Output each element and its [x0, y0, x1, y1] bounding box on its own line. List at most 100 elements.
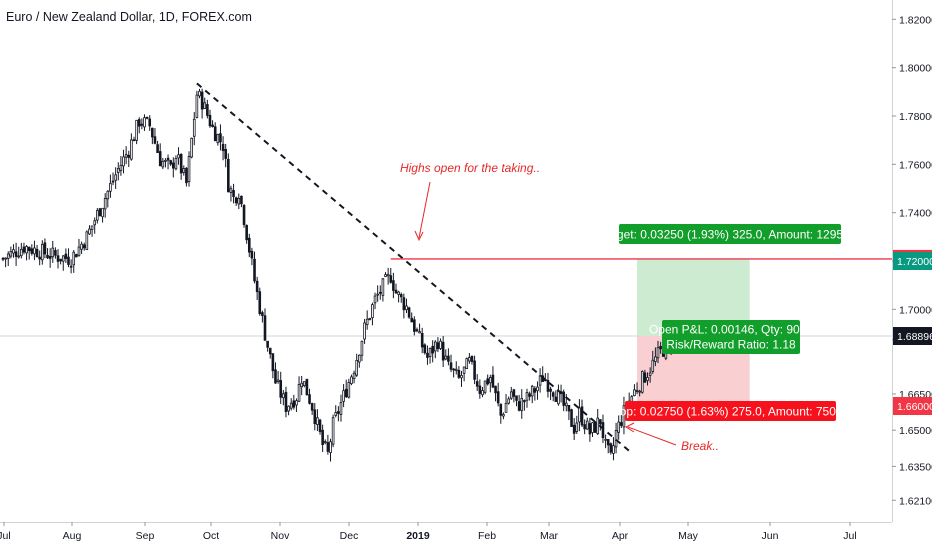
x-tick-label: Jun	[762, 530, 779, 542]
candle	[323, 439, 327, 445]
open-pl-label[interactable]: Open P&L: 0.00146, Qty: 9090 Risk/Reward…	[649, 320, 813, 354]
candle	[276, 370, 280, 384]
candle	[507, 396, 510, 405]
target-label-text: Target: 0.03250 (1.93%) 325.0, Amount: 1…	[600, 228, 860, 242]
candle	[295, 398, 298, 412]
candle	[572, 417, 576, 441]
y-tick-label: 1.65000	[899, 425, 932, 437]
candle	[588, 417, 592, 442]
open-pl-text: Open P&L: 0.00146, Qty: 9090	[649, 323, 813, 337]
x-tick-label: Jul	[0, 530, 11, 542]
target-label-bg	[619, 224, 841, 244]
candle	[156, 140, 159, 154]
candle	[109, 174, 112, 198]
candle	[525, 388, 529, 408]
stop-label-bg	[625, 401, 836, 421]
candle	[35, 244, 39, 258]
x-tick-label: Apr	[612, 530, 629, 542]
time-axis[interactable]: Jul Aug Sep Oct Nov Dec 2019 Feb Mar Apr May Jun Jul	[0, 522, 857, 542]
candle	[509, 386, 513, 401]
candle	[321, 424, 324, 453]
candle	[562, 389, 565, 412]
price-tag: 1.66000	[893, 397, 932, 415]
y-tick-label: 1.63500	[899, 461, 932, 473]
annotation-break-text: Break..	[681, 439, 719, 453]
candle	[227, 153, 230, 193]
candle	[310, 402, 314, 415]
candle	[570, 408, 573, 427]
candle	[567, 404, 571, 421]
candle	[504, 394, 508, 413]
candle	[137, 117, 141, 134]
candle	[177, 147, 180, 165]
candle	[182, 165, 186, 176]
candle	[263, 308, 267, 341]
candle	[88, 225, 91, 235]
candle	[253, 251, 256, 284]
x-tick-label: May	[678, 530, 699, 542]
y-tick-label: 1.70000	[899, 304, 932, 316]
candle	[103, 193, 107, 218]
candle	[633, 384, 636, 397]
candle	[6, 251, 10, 267]
candle	[486, 374, 489, 386]
candle	[423, 343, 427, 355]
candle	[258, 287, 262, 316]
candle	[549, 386, 552, 401]
candle	[612, 437, 615, 461]
candle	[46, 248, 49, 260]
candle	[614, 422, 618, 454]
x-tick-label: Jul	[843, 530, 856, 542]
candle	[410, 312, 414, 323]
candle	[116, 162, 120, 181]
candle	[475, 374, 479, 391]
candle	[512, 388, 516, 403]
downtrend-line[interactable]	[196, 82, 633, 454]
candle	[158, 143, 162, 167]
annotation-highs-arrowhead	[414, 230, 424, 242]
candle	[318, 418, 322, 435]
candle	[219, 124, 222, 151]
candle	[41, 240, 44, 265]
candle	[371, 302, 374, 326]
candle	[242, 204, 246, 228]
candle	[622, 396, 626, 435]
candle	[355, 353, 358, 377]
stop-label[interactable]: Stop: 0.02750 (1.63%) 275.0, Amount: 750…	[608, 401, 853, 421]
candle	[462, 366, 466, 382]
candle	[17, 246, 21, 259]
candle	[384, 272, 387, 278]
candle	[585, 417, 589, 430]
candle	[192, 111, 196, 146]
candle	[135, 119, 138, 145]
candle	[397, 290, 400, 303]
candle	[198, 88, 201, 99]
candle	[439, 338, 442, 350]
candle	[643, 369, 647, 383]
candle	[329, 438, 332, 462]
candle	[240, 195, 243, 208]
candle	[604, 434, 607, 449]
candle	[174, 155, 178, 171]
candle	[386, 267, 390, 285]
candle	[520, 389, 524, 419]
candle	[316, 409, 319, 432]
candle	[473, 355, 476, 385]
candle	[635, 382, 639, 395]
candle	[292, 394, 296, 410]
target-label[interactable]: Target: 0.03250 (1.93%) 325.0, Amount: 1…	[600, 224, 860, 244]
y-tick-label: 1.76000	[899, 159, 932, 171]
candle	[457, 366, 461, 380]
candle	[389, 267, 393, 284]
candle	[376, 285, 379, 302]
candle	[20, 242, 23, 259]
candle	[287, 405, 290, 416]
candle	[654, 347, 657, 367]
candle	[373, 292, 377, 310]
candle	[140, 118, 144, 130]
y-tick-label: 1.74000	[899, 208, 932, 220]
candle	[145, 116, 149, 120]
candle	[368, 317, 372, 321]
